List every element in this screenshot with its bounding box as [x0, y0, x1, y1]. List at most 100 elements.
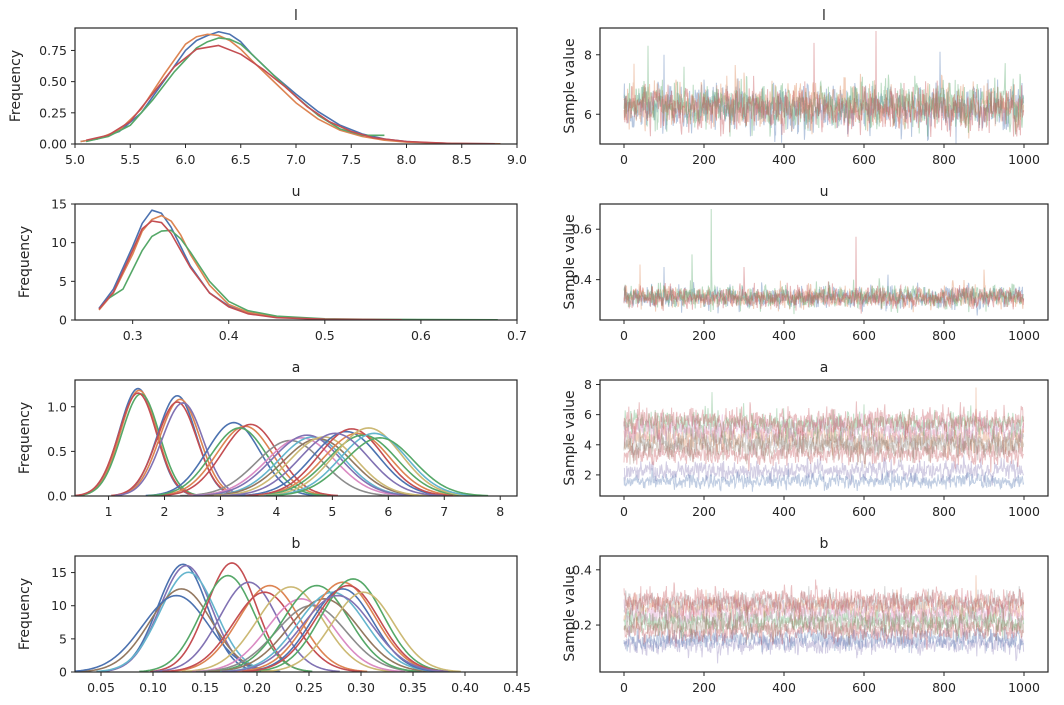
x-tick-label: 0	[620, 328, 628, 343]
x-tick-label: 0	[620, 152, 628, 167]
density-line	[80, 30, 501, 144]
x-tick-label: 1000	[1008, 504, 1040, 519]
x-tick-label: 200	[692, 504, 716, 519]
y-tick-label: 0.2	[572, 618, 592, 633]
y-tick-label: 8	[584, 377, 592, 392]
axes-frame	[74, 27, 518, 145]
x-tick-label: 400	[772, 680, 796, 695]
density-line	[98, 214, 421, 320]
x-tick-label: 1000	[1008, 680, 1040, 695]
x-tick-label: 6.0	[176, 152, 196, 167]
y-tick-label: 0.6	[572, 222, 592, 237]
x-tick-label: 6.5	[231, 152, 251, 167]
panel-title: a	[820, 360, 829, 376]
axes-frame	[74, 203, 518, 321]
y-axis-label: Frequency	[8, 50, 24, 122]
plot-area	[75, 562, 461, 672]
trace-line	[623, 264, 1025, 313]
x-tick-label: 0.05	[87, 680, 115, 695]
x-tick-label: 5.0	[65, 152, 85, 167]
density-line	[193, 434, 416, 496]
x-tick-label: 1000	[1008, 328, 1040, 343]
axes-frame	[599, 379, 1049, 497]
trace-line	[623, 579, 1025, 620]
density-line	[213, 436, 429, 496]
panel-trace-a-right: 0 200 400 600 800 1000 2 4 6 8 a Sample value	[562, 360, 1049, 519]
x-tick-label: 0.5	[315, 328, 335, 343]
trace-line	[623, 594, 1025, 631]
x-tick-label: 600	[852, 504, 876, 519]
x-tick-label: 0.40	[451, 680, 479, 695]
density-line	[162, 591, 363, 672]
x-tick-label: 200	[692, 152, 716, 167]
trace-line	[623, 401, 1025, 441]
panel-density-a-left: 1 2 3 4 5 6 7 8 0.0 0.5 1.0 a Frequency	[17, 360, 518, 519]
density-line	[221, 432, 444, 496]
panel-title: l	[294, 8, 298, 24]
y-tick-label: 4	[584, 437, 592, 452]
x-tick-label: 9.0	[507, 152, 527, 167]
y-axis-label: Frequency	[17, 578, 33, 650]
x-tick-label: 800	[932, 680, 956, 695]
x-tick-label: 400	[772, 328, 796, 343]
x-tick-label: 0.15	[191, 680, 219, 695]
y-axis-label: Frequency	[17, 402, 33, 474]
density-line	[111, 401, 241, 496]
plot-area	[623, 208, 1025, 316]
trace-line	[623, 420, 1025, 461]
x-tick-label: 200	[692, 328, 716, 343]
x-tick-label: 400	[772, 504, 796, 519]
axes-frame	[599, 27, 1049, 145]
y-tick-label: 5	[59, 274, 67, 289]
density-line	[98, 220, 402, 320]
trace-line	[623, 45, 1025, 137]
panel-title: u	[292, 184, 301, 200]
x-tick-label: 0.3	[123, 328, 143, 343]
axes-frame	[599, 555, 1049, 673]
panel-density-u-left: 0.3 0.4 0.5 0.6 0.7 0 5 10 15 u Frequency	[17, 184, 527, 343]
density-line	[219, 591, 440, 672]
y-tick-label: 2	[584, 467, 592, 482]
y-tick-label: 10	[51, 598, 67, 613]
trace-line	[623, 586, 1025, 623]
y-axis-label: Sample value	[562, 38, 578, 133]
density-line	[96, 571, 277, 672]
x-tick-label: 800	[932, 328, 956, 343]
panel-density-l-left: 5.0 5.5 6.0 6.5 7.0 7.5 8.0 8.5 9.0 0.00 0.25 0.50 0…	[8, 8, 527, 167]
y-tick-label: 0.25	[39, 105, 67, 120]
y-tick-label: 0.4	[572, 272, 592, 287]
plot-area	[80, 30, 501, 144]
density-line	[240, 588, 441, 672]
trace-line	[623, 455, 1025, 486]
y-tick-label: 0.5	[47, 444, 67, 459]
panel-density-b-left: 0.05 0.10 0.15 0.20 0.25 0.30 0.35 0.40 0.45 0 5 10…	[17, 536, 531, 695]
plot-area	[98, 209, 498, 320]
density-line	[264, 432, 479, 496]
x-tick-label: 5	[328, 504, 336, 519]
y-tick-label: 6	[584, 407, 592, 422]
y-tick-label: 1.0	[47, 399, 67, 414]
x-tick-label: 0	[620, 680, 628, 695]
x-tick-label: 200	[692, 680, 716, 695]
density-line	[98, 209, 469, 320]
y-tick-label: 15	[51, 197, 67, 212]
plot-area	[623, 387, 1025, 492]
x-tick-label: 600	[852, 152, 876, 167]
x-tick-label: 7.0	[286, 152, 306, 167]
x-tick-label: 8.0	[397, 152, 417, 167]
x-tick-label: 0.4	[219, 328, 239, 343]
panel-title: b	[292, 536, 301, 552]
y-tick-label: 0	[59, 665, 67, 680]
y-tick-label: 0.00	[39, 137, 67, 152]
y-tick-label: 15	[51, 565, 67, 580]
trace-line	[623, 604, 1025, 646]
density-line	[153, 581, 340, 672]
density-line	[261, 591, 461, 672]
density-line	[192, 598, 406, 672]
y-tick-label: 0.50	[39, 74, 67, 89]
trace-line	[623, 611, 1024, 650]
y-axis-label: Sample value	[562, 214, 578, 309]
density-line	[266, 437, 489, 496]
panel-trace-l-right: 0 200 400 600 800 1000 6 8 l Sample value	[562, 8, 1049, 167]
x-tick-label: 8	[496, 504, 504, 519]
